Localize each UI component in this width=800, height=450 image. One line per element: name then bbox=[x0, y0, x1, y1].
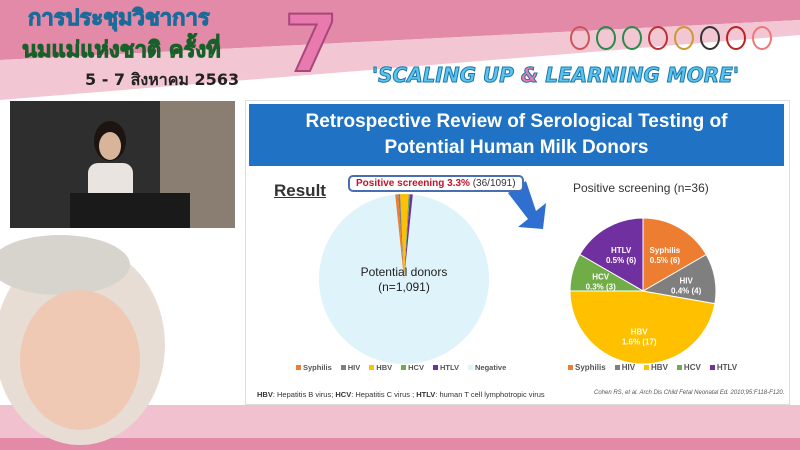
legend-item: HCV bbox=[401, 363, 424, 372]
sponsor-logo bbox=[752, 26, 772, 50]
banner-number: 7 bbox=[283, 0, 339, 91]
positive-screening-callout: Positive screening 3.3% (36/1091) bbox=[348, 175, 524, 192]
banner-thai-line2: นมแม่แห่งชาติ ครั้งที่ bbox=[22, 38, 222, 64]
title-line: Retrospective Review of Serological Test… bbox=[305, 111, 728, 132]
slogan-part: 'SCALING UP bbox=[372, 63, 521, 88]
sponsor-logo bbox=[700, 26, 720, 50]
sponsor-logo bbox=[622, 26, 642, 50]
left-pie-label: (n=1,091) bbox=[378, 280, 430, 294]
slogan-part: LEARNING MORE' bbox=[538, 63, 740, 88]
legend-item: HIV bbox=[340, 363, 360, 372]
speaker-video bbox=[10, 101, 235, 228]
pie-slice-syphilis bbox=[395, 194, 404, 279]
right-pie-title: Positive screening (n=36) bbox=[573, 181, 709, 195]
charts: Potential donors (n=1,091) Syphilis0.5% … bbox=[319, 181, 717, 365]
legend-item: HCV bbox=[676, 363, 701, 372]
arrow-icon bbox=[508, 181, 546, 229]
slice-label: 0.4% (4) bbox=[671, 286, 702, 295]
right-pie-legend: Syphilis HIV HBV HCV HTLV bbox=[568, 363, 737, 372]
presentation-slide: Retrospective Review of Serological Test… bbox=[245, 100, 790, 405]
slice-label: 0.5% (6) bbox=[606, 256, 637, 265]
legend-item: HBV bbox=[644, 363, 668, 372]
slice-label: 1.6% (17) bbox=[622, 338, 657, 347]
result-heading: Result bbox=[274, 181, 326, 200]
citation: Cohen RS, et al. Arch Dis Child Fetal Ne… bbox=[594, 390, 785, 396]
footnote: HBV: Hepatitis B virus; HCV: Hepatitis C… bbox=[257, 390, 545, 399]
sponsor-logo bbox=[648, 26, 668, 50]
slice-label: HIV bbox=[679, 276, 693, 285]
pie-slice-hbv bbox=[569, 290, 716, 365]
left-pie-legend: Syphilis HIV HBV HCV HTLV Negative bbox=[296, 363, 506, 372]
slice-label: 0.5% (6) bbox=[650, 256, 681, 265]
legend-item: HTLV bbox=[709, 363, 737, 372]
legend-item: HIV bbox=[614, 363, 635, 372]
banner-dates: 5 - 7 สิงหาคม 2563 bbox=[85, 70, 240, 89]
slice-label: HBV bbox=[631, 328, 649, 337]
banner-thai-line1: การประชุมวิชาการ bbox=[28, 6, 211, 32]
left-pie-label: Potential donors bbox=[361, 265, 448, 279]
banner-slogan: 'SCALING UP & LEARNING MORE' bbox=[372, 62, 740, 88]
sponsor-logo bbox=[674, 26, 694, 50]
callout-rest: (36/1091) bbox=[469, 178, 516, 189]
child-photo bbox=[0, 235, 165, 445]
slice-label: HTLV bbox=[611, 246, 632, 255]
legend-item: Syphilis bbox=[296, 363, 332, 372]
sponsor-logos bbox=[570, 26, 772, 50]
pie-slice-hiv bbox=[398, 194, 404, 279]
legend-item: HTLV bbox=[432, 363, 459, 372]
legend-item: Negative bbox=[468, 363, 506, 372]
slogan-amp: & bbox=[520, 63, 539, 88]
sponsor-logo bbox=[726, 26, 746, 50]
pie-slice-hcv bbox=[404, 194, 410, 279]
sponsor-logo bbox=[570, 26, 590, 50]
pie-slice-htlv bbox=[404, 194, 413, 279]
pie-slice-htlv bbox=[579, 217, 644, 292]
pie-slice-negative bbox=[319, 194, 489, 364]
slice-label: 0.3% (3) bbox=[586, 283, 617, 292]
pie-slice-hbv bbox=[400, 194, 409, 279]
slide-title: Retrospective Review of Serological Test… bbox=[249, 104, 784, 166]
slice-label: Syphilis bbox=[650, 246, 681, 255]
pie-slice-syphilis bbox=[642, 217, 707, 292]
title-line: Potential Human Milk Donors bbox=[384, 137, 649, 158]
slice-label: HCV bbox=[592, 273, 610, 282]
callout-bold: Positive screening 3.3% bbox=[356, 178, 470, 189]
sponsor-logo bbox=[596, 26, 616, 50]
legend-item: Syphilis bbox=[568, 363, 606, 372]
legend-item: HBV bbox=[369, 363, 392, 372]
